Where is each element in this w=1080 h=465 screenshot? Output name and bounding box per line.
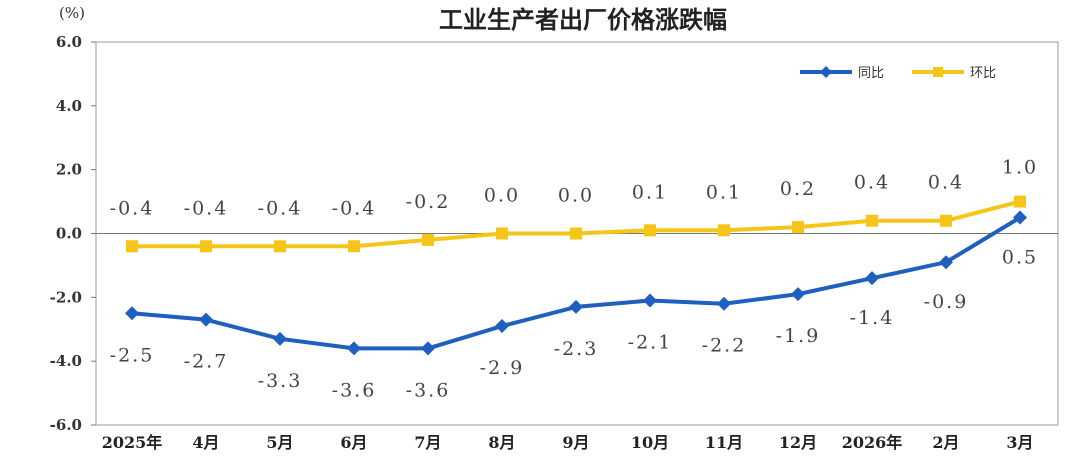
data-point bbox=[274, 240, 286, 253]
x-tick-label: 2月 bbox=[932, 433, 959, 452]
data-point bbox=[865, 271, 879, 286]
series-layer: -2.5 -2.7 -3.3 -3.6 -3.6 -2.9 -2.3 -2.1 -2.2 -1.9… bbox=[110, 157, 1038, 402]
data-label: 0.5 bbox=[1002, 247, 1038, 269]
x-tick-label: 2026年 bbox=[842, 433, 903, 452]
x-tick-label: 2025年 bbox=[102, 433, 163, 452]
data-label: -1.4 bbox=[850, 307, 895, 329]
data-label: -0.2 bbox=[406, 191, 451, 213]
x-axis-ticks: 2025年 4月 5月 6月 7月 8月 9月 10月 11月 12月 2026年 2月 3月 bbox=[102, 433, 1034, 452]
legend-label: 环比 bbox=[970, 66, 996, 81]
data-point bbox=[200, 240, 212, 253]
data-label: -3.6 bbox=[406, 379, 451, 401]
data-label: -0.4 bbox=[332, 197, 377, 219]
data-point bbox=[792, 221, 804, 234]
data-label: -2.9 bbox=[480, 357, 525, 379]
data-point bbox=[718, 224, 730, 237]
data-label: 1.0 bbox=[1002, 157, 1038, 179]
legend: 同比 环比 bbox=[800, 66, 996, 81]
legend-marker bbox=[933, 67, 943, 77]
data-point bbox=[422, 233, 434, 246]
y-tick-label: 4.0 bbox=[56, 97, 82, 115]
unit-label: (%) bbox=[59, 4, 85, 22]
x-tick-label: 6月 bbox=[340, 433, 367, 452]
data-label: -0.9 bbox=[924, 291, 969, 313]
x-tick-label: 5月 bbox=[266, 433, 293, 452]
data-point bbox=[644, 224, 656, 237]
data-label: -0.4 bbox=[258, 197, 303, 219]
data-label: 0.1 bbox=[632, 181, 668, 203]
chart-title: 工业生产者出厂价格涨跌幅 bbox=[439, 6, 727, 34]
data-point bbox=[643, 293, 657, 308]
y-axis-ticks: 6.0 4.0 2.0 0.0 -2.0 -4.0 -6.0 bbox=[50, 33, 96, 434]
data-label: -0.4 bbox=[110, 197, 155, 219]
data-point bbox=[569, 299, 583, 314]
x-tick-label: 10月 bbox=[631, 433, 669, 452]
data-label: -2.1 bbox=[628, 332, 673, 354]
data-point bbox=[273, 331, 287, 346]
y-tick-label: 6.0 bbox=[56, 33, 82, 51]
data-label: -2.3 bbox=[554, 338, 599, 360]
data-point bbox=[717, 296, 731, 311]
y-tick-label: -2.0 bbox=[50, 288, 82, 306]
data-point bbox=[347, 341, 361, 356]
y-tick-label: 0.0 bbox=[56, 225, 82, 243]
data-point bbox=[866, 214, 878, 227]
data-label: 0.0 bbox=[484, 185, 520, 207]
data-label: -3.6 bbox=[332, 379, 377, 401]
y-tick-label: -4.0 bbox=[50, 352, 82, 370]
y-tick-label: -6.0 bbox=[50, 416, 82, 434]
data-point bbox=[199, 312, 213, 327]
data-point bbox=[791, 287, 805, 302]
data-point bbox=[570, 227, 582, 240]
legend-marker bbox=[820, 66, 832, 78]
data-label: 0.0 bbox=[558, 185, 594, 207]
data-point bbox=[126, 240, 138, 253]
data-point bbox=[348, 240, 360, 253]
legend-label: 同比 bbox=[858, 66, 884, 81]
data-label: 0.1 bbox=[706, 181, 742, 203]
x-tick-label: 11月 bbox=[705, 433, 743, 452]
data-label: 0.2 bbox=[780, 178, 816, 200]
x-tick-label: 4月 bbox=[192, 433, 219, 452]
data-point bbox=[125, 306, 139, 321]
data-label: 0.4 bbox=[928, 172, 964, 194]
data-label: -0.4 bbox=[184, 197, 229, 219]
x-tick-label: 12月 bbox=[779, 433, 817, 452]
data-point bbox=[1014, 195, 1026, 208]
data-point bbox=[495, 319, 509, 334]
x-tick-label: 8月 bbox=[488, 433, 515, 452]
data-label: -3.3 bbox=[258, 370, 303, 392]
y-tick-label: 2.0 bbox=[56, 161, 82, 179]
x-tick-label: 7月 bbox=[414, 433, 441, 452]
data-point bbox=[940, 214, 952, 227]
data-point bbox=[421, 341, 435, 356]
data-label: -2.7 bbox=[184, 351, 229, 373]
data-label: -2.2 bbox=[702, 335, 747, 357]
data-label: -2.5 bbox=[110, 344, 155, 366]
data-point bbox=[939, 255, 953, 270]
data-point bbox=[1013, 210, 1027, 225]
data-label: -1.9 bbox=[776, 325, 821, 347]
x-tick-label: 3月 bbox=[1006, 433, 1033, 452]
data-point bbox=[496, 227, 508, 240]
data-label: 0.4 bbox=[854, 172, 890, 194]
x-tick-label: 9月 bbox=[562, 433, 589, 452]
